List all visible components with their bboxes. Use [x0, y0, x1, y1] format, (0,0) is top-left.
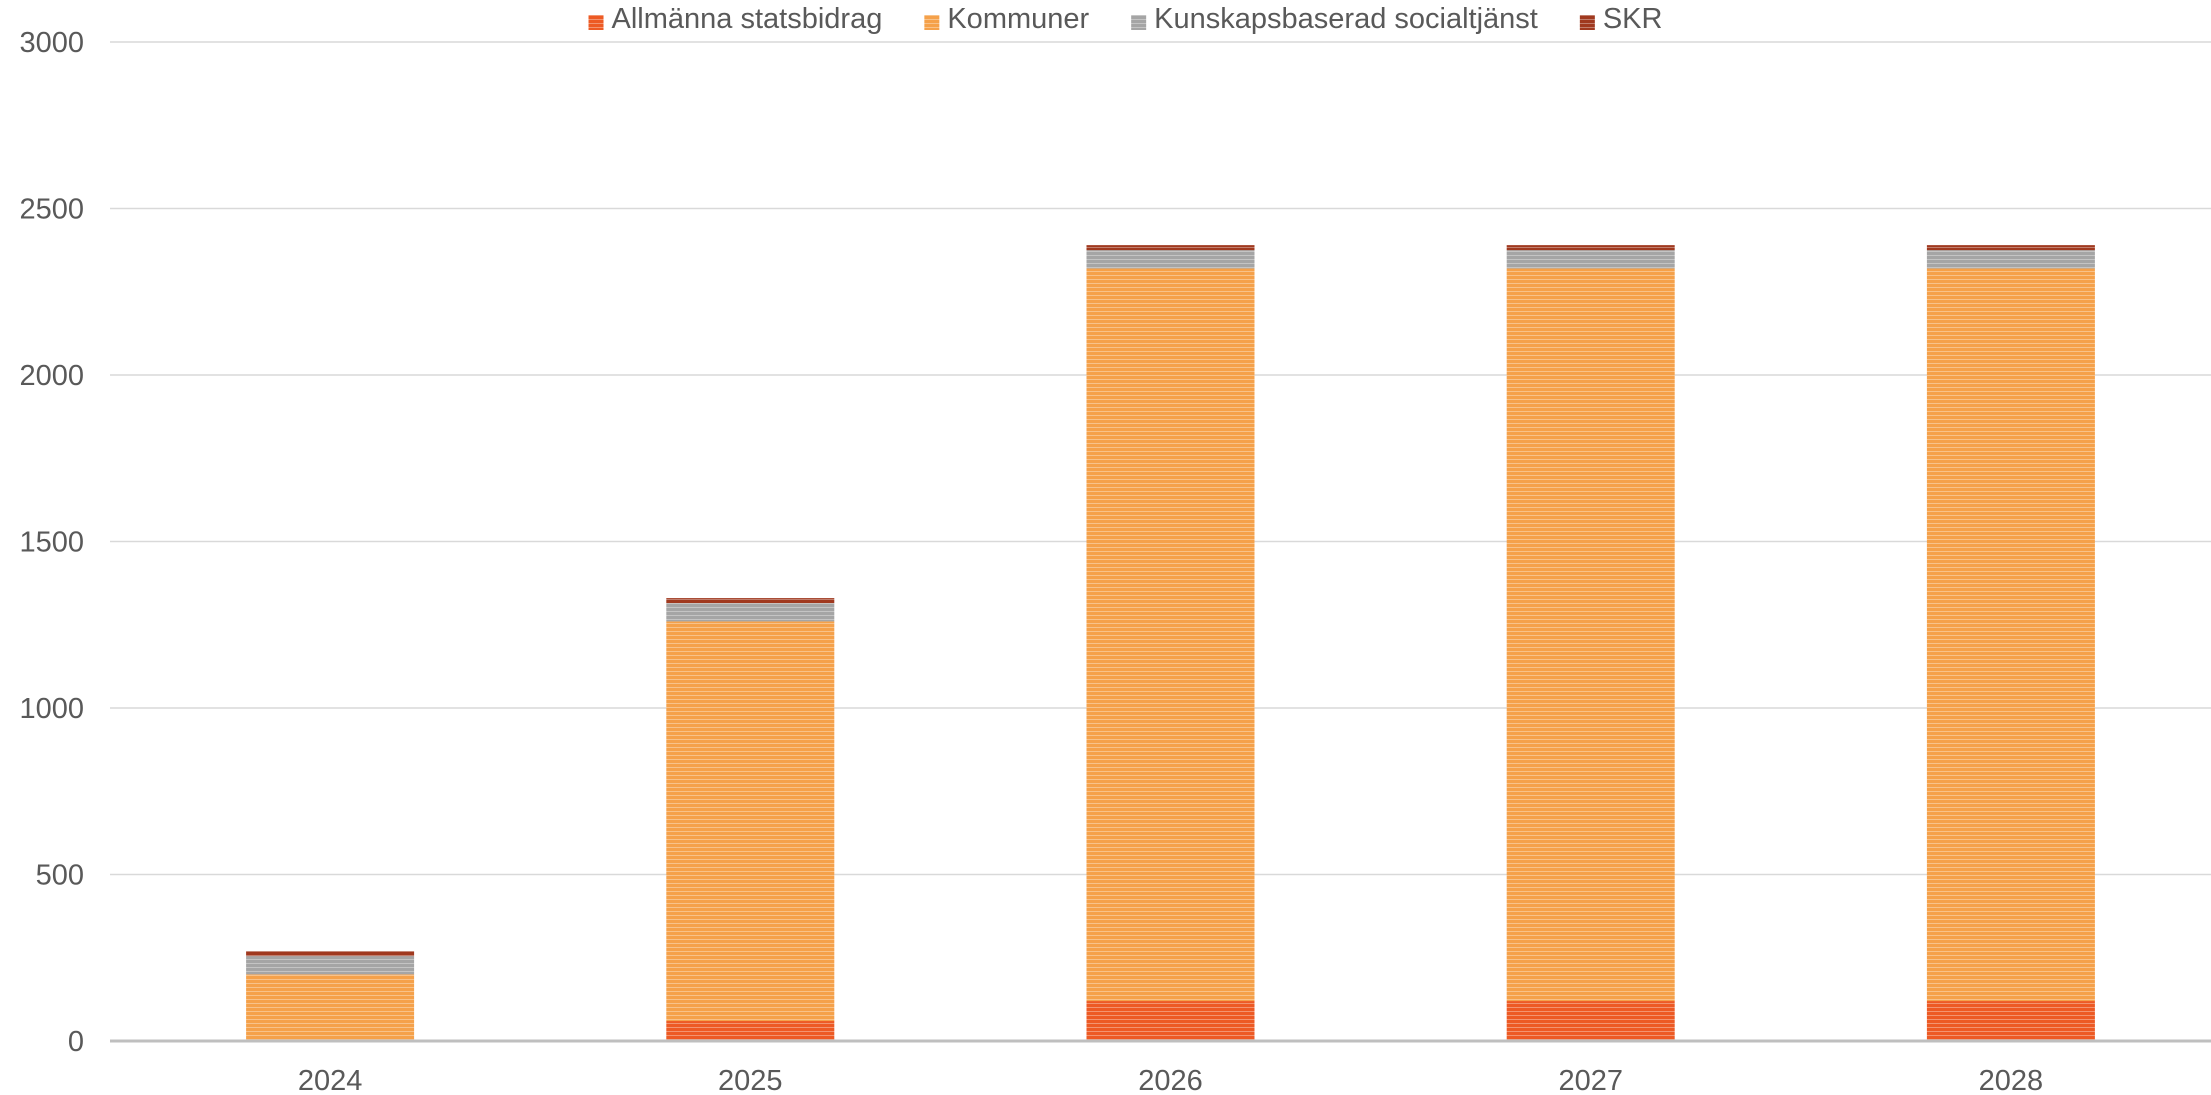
legend-item-skr: SKR: [1579, 3, 1663, 35]
x-tick-label-2026: 2026: [1138, 1065, 1203, 1095]
x-tick-label-2024: 2024: [298, 1065, 363, 1095]
y-tick-label-3000: 3000: [19, 27, 84, 59]
x-tick-label-2028: 2028: [1979, 1065, 2044, 1095]
legend-label-kommuner: Kommuner: [947, 3, 1089, 35]
bar-allm-nna-statsbidrag-2025: [666, 1021, 835, 1041]
bar-kunskapsbaserad-socialtj-nst-2028: [1926, 250, 2095, 269]
y-tick-label-1500: 1500: [19, 527, 84, 559]
y-tick-label-2500: 2500: [19, 194, 84, 226]
y-tick-label-500: 500: [36, 860, 84, 892]
bar-skr-2025: [666, 598, 835, 604]
legend-swatch-allm-nna-statsbidrag: [588, 15, 604, 30]
legend-item-kommuner: Kommuner: [924, 3, 1090, 35]
bar-kunskapsbaserad-socialtj-nst-2025: [666, 603, 835, 622]
legend-item-allm-nna-statsbidrag: Allmänna statsbidrag: [588, 3, 883, 35]
bar-kommuner-2026: [1086, 268, 1255, 1002]
bar-kommuner-2025: [666, 621, 835, 1022]
bar-kunskapsbaserad-socialtj-nst-2024: [246, 956, 415, 975]
legend-swatch-skr: [1579, 15, 1595, 30]
bar-kommuner-2028: [1926, 268, 2095, 1002]
bar-allm-nna-statsbidrag-2027: [1506, 1001, 1675, 1041]
legend-label-kunskapsbaserad-socialtj-nst: Kunskapsbaserad socialtjänst: [1154, 3, 1538, 35]
legend-item-kunskapsbaserad-socialtj-nst: Kunskapsbaserad socialtjänst: [1131, 3, 1538, 35]
bar-stack-2025: [666, 598, 835, 1041]
bar-skr-2028: [1926, 245, 2095, 251]
bar-skr-2024: [246, 951, 415, 957]
bar-allm-nna-statsbidrag-2026: [1086, 1001, 1255, 1041]
bar-stacks: [246, 245, 2095, 1041]
bar-kommuner-2024: [246, 974, 415, 1041]
bar-kunskapsbaserad-socialtj-nst-2027: [1506, 250, 1675, 269]
x-tick-label-2025: 2025: [718, 1065, 783, 1095]
bar-stack-2028: [1926, 245, 2095, 1041]
bar-kunskapsbaserad-socialtj-nst-2026: [1086, 250, 1255, 269]
bar-stack-2026: [1086, 245, 1255, 1041]
legend-label-allm-nna-statsbidrag: Allmänna statsbidrag: [612, 3, 883, 35]
x-axis-tick-labels: 2024 2025 2026 2027 2028: [298, 1065, 2043, 1095]
x-tick-label-2027: 2027: [1558, 1065, 1623, 1095]
bar-skr-2027: [1506, 245, 1675, 251]
y-axis-tick-labels: 0 500 1000 1500 2000 2500 3000: [19, 27, 84, 1058]
legend-label-skr: SKR: [1603, 3, 1663, 35]
legend-swatch-kunskapsbaserad-socialtj-nst: [1131, 15, 1147, 30]
y-tick-label-2000: 2000: [19, 360, 84, 392]
legend-swatch-kommuner: [924, 15, 940, 30]
bar-skr-2026: [1086, 245, 1255, 251]
chart-legend: Allmänna statsbidrag Kommuner Kunskapsbase…: [588, 3, 1663, 35]
y-tick-label-1000: 1000: [19, 693, 84, 725]
bar-allm-nna-statsbidrag-2028: [1926, 1001, 2095, 1041]
y-tick-label-0: 0: [68, 1026, 84, 1058]
bar-stack-2027: [1506, 245, 1675, 1041]
bar-kommuner-2027: [1506, 268, 1675, 1002]
bar-stack-2024: [246, 951, 415, 1041]
